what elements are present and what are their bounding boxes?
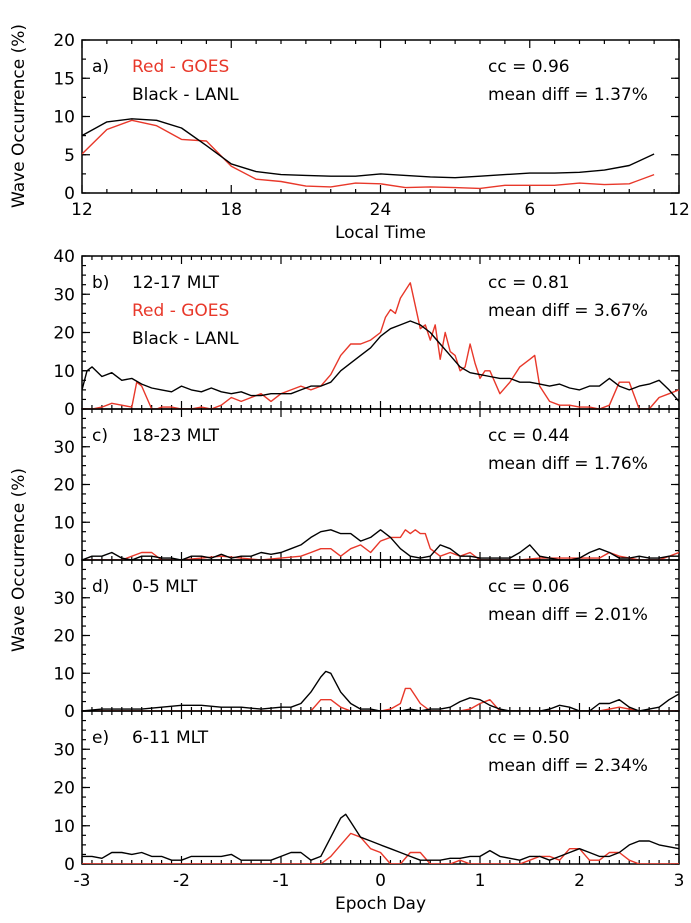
panel-a: 0 5 10 15 20 12 18 24 6 12 Local Time a) Red - GOES B… bbox=[53, 31, 689, 243]
cc-value: cc = 0.06 bbox=[488, 577, 570, 597]
legend-lanl: Black - LANL bbox=[132, 329, 239, 349]
panel-e: 0 10 20 30 -3 -2 -1 0 1 2 3 Epoch Day e) 6-11 MLT cc =… bbox=[53, 710, 685, 914]
cc-value: cc = 0.50 bbox=[488, 728, 570, 748]
x-tick-label: -1 bbox=[273, 871, 290, 891]
y-tick-label: 15 bbox=[53, 69, 75, 89]
legend-goes: Red - GOES bbox=[132, 57, 229, 77]
y-axis-title-bottom: Wave Occurrence (%) bbox=[9, 468, 29, 652]
y-tick-label: 0 bbox=[64, 702, 75, 722]
series-line-lanl bbox=[82, 118, 655, 179]
panel-mlt-label: 0-5 MLT bbox=[132, 577, 198, 597]
legend-lanl: Black - LANL bbox=[132, 85, 239, 105]
y-tick-label: 30 bbox=[53, 438, 75, 458]
panel-letter: c) bbox=[92, 426, 108, 446]
panel-letter: d) bbox=[92, 577, 109, 597]
y-tick-label: 5 bbox=[64, 146, 75, 166]
mean-diff-value: mean diff = 3.67% bbox=[488, 301, 648, 321]
panel-letter: b) bbox=[92, 273, 109, 293]
y-tick-label: 20 bbox=[53, 31, 75, 51]
panel-mlt-label: 18-23 MLT bbox=[132, 426, 220, 446]
mean-diff-value: mean diff = 2.01% bbox=[488, 605, 648, 625]
panel-c: 0 10 20 30 c) 18-23 MLT cc = 0.44 mean diff = 1… bbox=[53, 408, 680, 571]
y-tick-label: 20 bbox=[53, 324, 75, 344]
series-line-goes bbox=[82, 282, 679, 409]
series-line-lanl bbox=[82, 813, 679, 861]
panel-letter: e) bbox=[92, 728, 109, 748]
y-tick-label: 30 bbox=[53, 740, 75, 760]
series-line-goes bbox=[82, 832, 679, 864]
x-tick-label: 2 bbox=[574, 871, 585, 891]
x-tick-label: 3 bbox=[674, 871, 685, 891]
y-tick-label: 10 bbox=[53, 817, 75, 837]
mean-diff-value: mean diff = 2.34% bbox=[488, 756, 648, 776]
x-axis-title: Epoch Day bbox=[335, 894, 426, 914]
panel-letter: a) bbox=[92, 57, 109, 77]
y-tick-label: 0 bbox=[64, 551, 75, 571]
y-tick-label: 40 bbox=[53, 247, 75, 267]
x-tick-label: 24 bbox=[370, 200, 392, 220]
y-tick-label: 10 bbox=[53, 108, 75, 128]
series-line-lanl bbox=[82, 529, 679, 560]
panel-mlt-label: 6-11 MLT bbox=[132, 728, 209, 748]
y-tick-label: 0 bbox=[64, 400, 75, 420]
panel-b: 0 10 20 30 40 b) 12-17 MLT Red - GOES Black - LA… bbox=[53, 247, 680, 420]
y-tick-label: 20 bbox=[53, 779, 75, 799]
cc-value: cc = 0.96 bbox=[488, 57, 570, 77]
y-tick-label: 0 bbox=[64, 184, 75, 204]
x-tick-label: 6 bbox=[524, 200, 535, 220]
y-tick-label: 10 bbox=[53, 664, 75, 684]
legend-goes: Red - GOES bbox=[132, 301, 229, 321]
mean-diff-value: mean diff = 1.76% bbox=[488, 454, 648, 474]
x-tick-label: -2 bbox=[173, 871, 190, 891]
panel-mlt-label: 12-17 MLT bbox=[132, 273, 220, 293]
cc-value: cc = 0.81 bbox=[488, 273, 570, 293]
y-tick-label: 20 bbox=[53, 627, 75, 647]
y-tick-label: 0 bbox=[64, 855, 75, 875]
x-tick-label: 18 bbox=[220, 200, 242, 220]
y-tick-label: 10 bbox=[53, 513, 75, 533]
x-tick-label: 1 bbox=[475, 871, 486, 891]
x-tick-label: -3 bbox=[74, 871, 91, 891]
series-line-lanl bbox=[82, 320, 679, 402]
series-line-goes bbox=[82, 687, 679, 711]
mean-diff-value: mean diff = 1.37% bbox=[488, 85, 648, 105]
series-line-goes bbox=[82, 119, 655, 190]
x-tick-label: 12 bbox=[668, 200, 690, 220]
panel-d: 0 10 20 30 d) 0-5 MLT cc = 0.06 mean diff = 2.0… bbox=[53, 559, 680, 722]
y-tick-label: 10 bbox=[53, 362, 75, 382]
x-tick-label: 12 bbox=[71, 200, 93, 220]
cc-value: cc = 0.44 bbox=[488, 426, 570, 446]
y-tick-label: 30 bbox=[53, 285, 75, 305]
y-axis-title-top: Wave Occurrence (%) bbox=[9, 24, 29, 208]
x-tick-label: 0 bbox=[375, 871, 386, 891]
x-axis-title: Local Time bbox=[335, 223, 426, 243]
y-tick-label: 20 bbox=[53, 476, 75, 496]
series-line-lanl bbox=[82, 670, 679, 711]
y-tick-label: 30 bbox=[53, 589, 75, 609]
